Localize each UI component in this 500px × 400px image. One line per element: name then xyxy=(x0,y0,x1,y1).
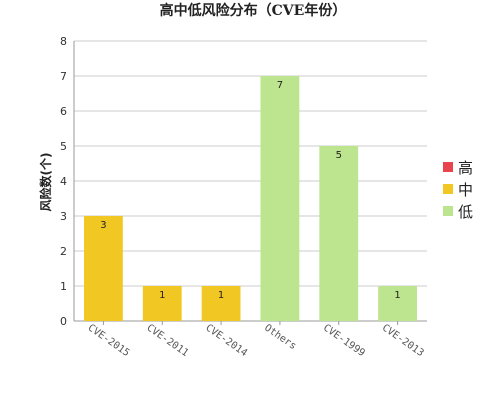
x-tick-label: CVE-1999 xyxy=(321,322,367,359)
bar-cve-2014[interactable] xyxy=(201,286,241,321)
legend-item[interactable]: 低 xyxy=(443,203,473,221)
bar-cve-2013[interactable] xyxy=(378,286,417,321)
y-tick-label: 4 xyxy=(60,175,67,188)
x-axis: CVE-2015 CVE-2011 CVE-2014 Others CVE-1999 CV… xyxy=(86,321,426,359)
bar-cve-1999[interactable] xyxy=(319,146,359,321)
y-axis: 0 1 2 3 4 5 6 7 8 xyxy=(60,35,67,328)
y-tick-label: 1 xyxy=(60,280,67,293)
y-tick-label: 6 xyxy=(60,105,67,118)
legend-label: 高 xyxy=(458,159,473,177)
data-labels: 3 1 1 7 5 1 xyxy=(100,80,401,301)
legend-item[interactable]: 高 xyxy=(443,159,473,177)
legend-label: 低 xyxy=(458,203,473,221)
y-tick-label: 0 xyxy=(60,315,67,328)
data-label: 1 xyxy=(218,290,224,301)
y-tick-label: 5 xyxy=(60,140,67,153)
data-label: 3 xyxy=(100,220,106,231)
legend-item[interactable]: 中 xyxy=(443,181,473,199)
legend-label: 中 xyxy=(458,181,473,199)
legend-swatch xyxy=(443,206,453,216)
x-tick-label: CVE-2014 xyxy=(203,322,249,359)
x-tick-label: Others xyxy=(262,322,298,352)
bar-cve-2011[interactable] xyxy=(142,286,182,321)
y-tick-label: 3 xyxy=(60,210,67,223)
legend: 高中低 xyxy=(443,159,473,221)
x-tick-label: CVE-2015 xyxy=(86,322,132,359)
x-tick-label: CVE-2013 xyxy=(380,322,426,359)
x-tick-label: CVE-2011 xyxy=(145,322,191,359)
data-label: 5 xyxy=(336,150,342,161)
bar-others[interactable] xyxy=(260,76,300,321)
legend-swatch xyxy=(443,184,453,194)
data-label: 1 xyxy=(394,290,400,301)
data-label: 1 xyxy=(159,290,165,301)
y-axis-title: 风险数(个) xyxy=(38,153,53,212)
chart-title: 高中低风险分布（CVE年份） xyxy=(160,2,347,19)
bar-cve-2015[interactable] xyxy=(84,216,123,321)
y-tick-label: 7 xyxy=(60,70,67,83)
grid-layer xyxy=(73,40,427,322)
y-tick-label: 2 xyxy=(60,245,67,258)
bars xyxy=(84,76,417,321)
y-tick-label: 8 xyxy=(60,35,67,48)
data-label: 7 xyxy=(277,80,283,91)
legend-swatch xyxy=(443,162,453,172)
